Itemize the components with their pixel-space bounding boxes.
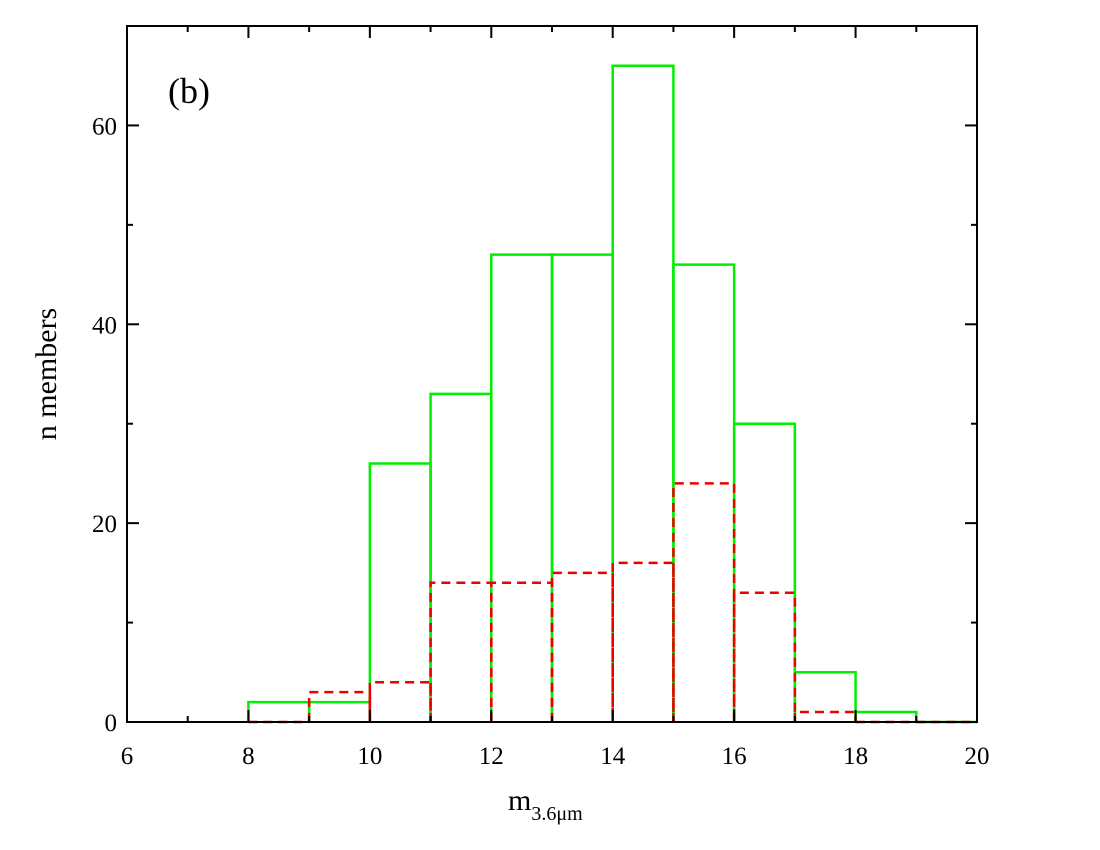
dashed-bar-9 — [793, 710, 857, 722]
y-tick-label: 0 — [105, 710, 118, 737]
dashed-bar-6 — [611, 561, 675, 722]
solid-bar-6 — [611, 64, 675, 722]
dashed-bar-3 — [429, 581, 493, 722]
x-tick-label: 6 — [121, 743, 134, 770]
panel-label: (b) — [168, 71, 210, 111]
x-tick-label: 14 — [600, 743, 626, 770]
x-tick-label: 12 — [479, 743, 504, 770]
x-tick-label: 8 — [242, 743, 255, 770]
dashed-bar-7 — [672, 482, 736, 722]
x-tick-label: 10 — [357, 743, 382, 770]
dashed-bar-5 — [550, 571, 614, 722]
dashed-bar-2 — [368, 680, 432, 722]
x-axis-label-main: m — [508, 784, 531, 817]
solid-bar-3 — [429, 392, 493, 722]
dashed-bar-4 — [490, 581, 554, 722]
dashed-bar-1 — [307, 690, 372, 722]
ticks-layer: 6 8 10 12 14 16 18 20 0 20 40 60 — [92, 25, 990, 770]
x-tick-label: 20 — [965, 743, 990, 770]
y-tick-label: 20 — [92, 511, 117, 538]
solid-bar-8 — [732, 422, 797, 722]
bars-layer — [247, 64, 977, 724]
solid-bar-4 — [490, 253, 554, 722]
solid-bar-10 — [854, 710, 918, 722]
y-tick-label: 40 — [92, 312, 117, 339]
x-tick-label: 18 — [843, 743, 868, 770]
solid-bar-0 — [247, 700, 311, 722]
solid-bar-7 — [672, 263, 736, 722]
solid-bar-1 — [307, 700, 372, 722]
x-axis-label-sub: 3.6μm — [531, 803, 583, 825]
x-axis-label: m3.6μm — [508, 784, 583, 825]
solid-bar-5 — [550, 253, 614, 722]
dashed-bar-8 — [732, 591, 797, 722]
y-axis-label: n members — [30, 308, 63, 440]
y-tick-label: 60 — [92, 113, 117, 140]
solid-bar-9 — [793, 671, 857, 722]
x-tick-label: 16 — [722, 743, 747, 770]
